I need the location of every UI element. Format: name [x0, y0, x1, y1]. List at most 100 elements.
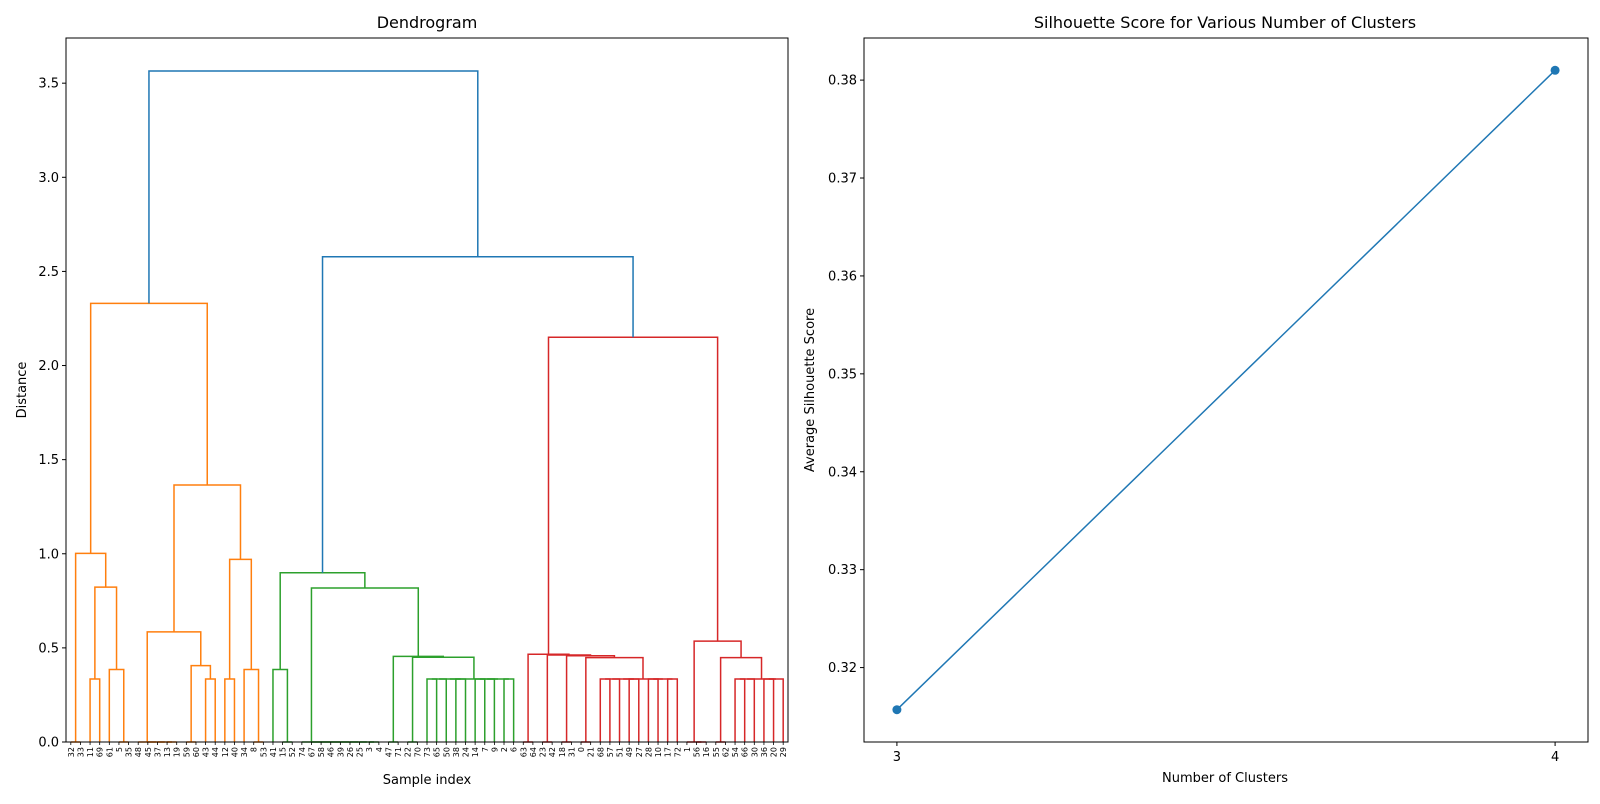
- y-tick-label: 0.34: [828, 465, 857, 480]
- dendrogram-link: [605, 678, 621, 742]
- dendrogram-leaf-labels: 32 33 11 69 61 5 35 48 45 37 13 19 59 60 43 44 12 40 34 8 53…: [67, 742, 788, 757]
- leaf-label: 71: [394, 747, 403, 757]
- leaf-label: 45: [144, 747, 153, 757]
- leaf-label: 56: [693, 747, 702, 757]
- leaf-label: 43: [202, 747, 211, 757]
- dendrogram-link: [585, 656, 644, 742]
- x-tick-label: 4: [1551, 750, 1559, 765]
- leaf-label: 68: [596, 747, 605, 757]
- leaf-label: 27: [635, 747, 644, 757]
- dendrogram-link: [94, 586, 118, 679]
- y-tick-label: 0.33: [828, 563, 857, 578]
- leaf-label: 36: [760, 747, 769, 757]
- leaf-label: 48: [134, 747, 143, 757]
- leaf-label: 63: [519, 747, 528, 757]
- dendrogram-link: [719, 656, 763, 742]
- leaf-label: 19: [173, 747, 182, 757]
- x-tick-label: 3: [893, 750, 901, 765]
- dendrogram-link: [148, 70, 479, 304]
- leaf-label: 57: [606, 747, 615, 757]
- leaf-label: 5: [115, 747, 124, 752]
- leaf-label: 35: [125, 747, 134, 757]
- dendrogram-link: [503, 678, 515, 742]
- leaf-label: 10: [654, 747, 663, 757]
- leaf-label: 32: [67, 747, 76, 757]
- y-tick-label: 0.0: [38, 736, 59, 751]
- leaf-label: 52: [288, 747, 297, 757]
- dendrogram-link: [734, 678, 746, 742]
- leaf-label: 64: [529, 747, 538, 757]
- leaf-label: 54: [731, 747, 740, 757]
- leaf-label: 40: [230, 747, 239, 757]
- leaf-label: 26: [346, 747, 355, 757]
- leaf-label: 49: [625, 747, 634, 757]
- silhouette-panel: Silhouette Score for Various Number of C…: [803, 13, 1589, 786]
- leaf-label: 28: [644, 747, 653, 757]
- dendrogram-title: Dendrogram: [377, 13, 478, 32]
- leaf-label: 38: [452, 747, 461, 757]
- dendrogram-link: [546, 654, 592, 742]
- silhouette-xlabel: Number of Clusters: [1162, 771, 1288, 786]
- dendrogram-link: [146, 631, 202, 742]
- dendrogram-link: [479, 678, 496, 742]
- leaf-label: 15: [279, 747, 288, 757]
- dendrogram-link: [693, 640, 742, 742]
- leaf-label: 53: [259, 747, 268, 757]
- dendrogram-link: [763, 678, 775, 742]
- dendrogram-link: [768, 678, 784, 742]
- silhouette-point: [892, 705, 902, 715]
- leaf-label: 21: [587, 747, 596, 757]
- dendrogram-panel: Dendrogram Sample index Distance 0.0 0.5 1…: [15, 13, 789, 788]
- dendrogram-link: [527, 653, 570, 742]
- dendrogram-link: [224, 678, 236, 742]
- leaf-label: 33: [76, 747, 85, 757]
- leaf-label: 41: [269, 747, 278, 757]
- leaf-label: 46: [327, 747, 336, 757]
- leaf-label: 0: [577, 747, 586, 752]
- leaf-label: 61: [105, 747, 114, 757]
- leaf-label: 73: [423, 747, 432, 757]
- dendrogram-link: [628, 678, 640, 742]
- dendrogram-link: [321, 255, 634, 573]
- leaf-label: 74: [298, 747, 307, 757]
- y-tick-label: 1.5: [38, 453, 59, 468]
- dendrogram-link: [310, 587, 420, 742]
- leaf-label: 44: [211, 747, 220, 757]
- leaf-label: 62: [721, 747, 730, 757]
- leaf-label: 17: [664, 747, 673, 757]
- y-tick-label: 1.0: [38, 547, 59, 562]
- dendrogram-links: [70, 70, 784, 743]
- leaf-label: 37: [153, 747, 162, 757]
- leaf-label: 31: [567, 747, 576, 757]
- y-tick-label: 0.32: [828, 661, 857, 676]
- dendrogram-link: [547, 336, 719, 655]
- leaf-label: 70: [413, 747, 422, 757]
- y-tick-label: 0.35: [828, 367, 857, 382]
- leaf-label: 47: [384, 747, 393, 757]
- dendrogram-link: [190, 664, 212, 742]
- y-tick-label: 3.0: [38, 171, 59, 186]
- leaf-label: 60: [192, 747, 201, 757]
- leaf-label: 65: [433, 747, 442, 757]
- dendrogram-link: [739, 678, 756, 742]
- leaf-label: 59: [182, 747, 191, 757]
- silhouette-line: [896, 69, 1556, 711]
- dendrogram-link: [599, 678, 611, 742]
- leaf-label: 1: [683, 747, 692, 752]
- leaf-label: 12: [221, 747, 230, 757]
- leaf-label: 16: [702, 747, 711, 757]
- silhouette-axes-frame: [863, 37, 1589, 743]
- dendrogram-link: [173, 484, 242, 632]
- dendrogram-link: [411, 656, 475, 742]
- dendrogram-link: [647, 678, 659, 742]
- y-tick-label: 0.36: [828, 269, 857, 284]
- leaf-label: 14: [471, 747, 480, 757]
- dendrogram-link: [243, 668, 260, 742]
- leaf-label: 34: [240, 747, 249, 757]
- leaf-label: 13: [163, 747, 172, 757]
- leaf-label: 58: [317, 747, 326, 757]
- dendrogram-link: [474, 678, 486, 742]
- leaf-label: 23: [539, 747, 548, 757]
- silhouette-point: [1550, 65, 1560, 75]
